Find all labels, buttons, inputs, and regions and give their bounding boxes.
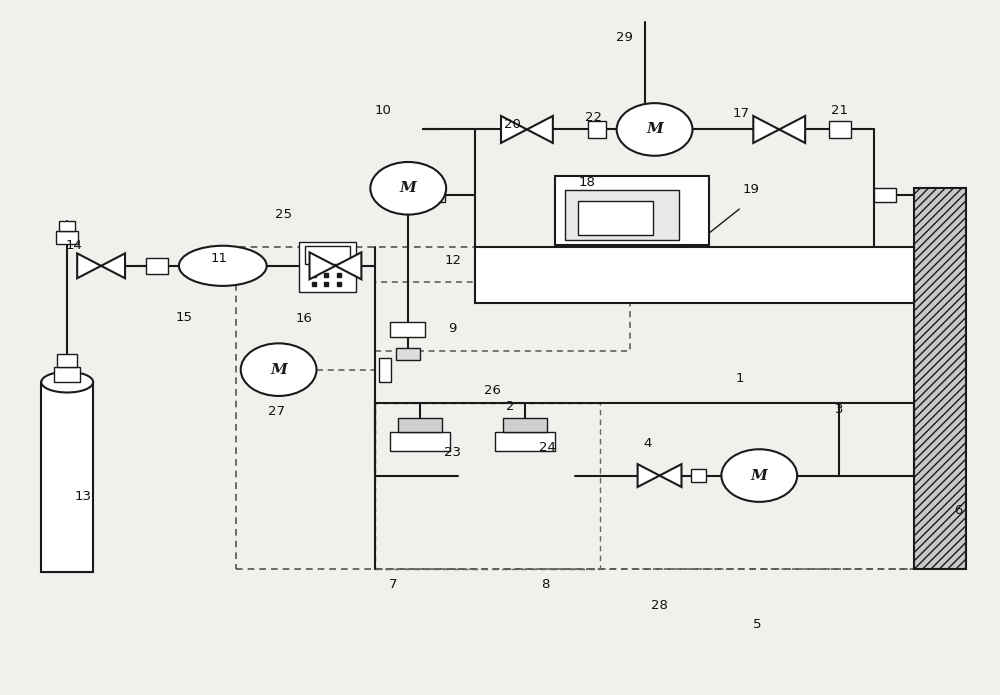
Text: 18: 18	[578, 177, 595, 189]
Polygon shape	[101, 254, 125, 278]
Text: 28: 28	[651, 598, 668, 612]
Bar	[398, 418, 442, 432]
Bar	[874, 188, 896, 202]
Text: 7: 7	[389, 578, 398, 591]
Text: 6: 6	[955, 504, 963, 516]
Circle shape	[241, 343, 317, 396]
Bar	[390, 322, 425, 337]
Circle shape	[617, 103, 692, 156]
Text: 3: 3	[835, 403, 843, 416]
Bar	[379, 358, 391, 382]
Bar	[565, 190, 679, 240]
Bar	[236, 247, 914, 569]
Bar	[495, 432, 555, 451]
Text: 29: 29	[616, 31, 633, 44]
Text: 12: 12	[445, 254, 462, 268]
Polygon shape	[335, 252, 361, 279]
Bar	[54, 367, 80, 382]
Text: 22: 22	[585, 111, 602, 124]
Text: 24: 24	[539, 441, 556, 454]
Polygon shape	[638, 464, 660, 487]
Text: M: M	[646, 122, 663, 136]
Text: M: M	[270, 363, 287, 377]
Text: 15: 15	[175, 311, 192, 325]
Bar	[578, 202, 653, 235]
Text: 26: 26	[484, 384, 500, 397]
Text: 19: 19	[743, 183, 760, 196]
Bar	[914, 188, 966, 569]
Polygon shape	[77, 254, 101, 278]
Text: 11: 11	[210, 252, 227, 265]
Bar	[503, 418, 547, 432]
Text: 4: 4	[643, 436, 652, 450]
Bar	[396, 348, 420, 360]
Polygon shape	[660, 464, 681, 487]
Bar	[555, 176, 709, 245]
Bar	[41, 382, 93, 573]
Bar	[375, 281, 630, 351]
Text: 13: 13	[75, 490, 92, 502]
Bar	[59, 221, 75, 231]
Bar	[305, 247, 350, 264]
Text: M: M	[751, 468, 768, 482]
Text: 25: 25	[275, 208, 292, 221]
Text: 1: 1	[735, 372, 744, 385]
Bar	[299, 243, 356, 292]
Circle shape	[370, 162, 446, 215]
Bar	[57, 354, 77, 367]
Text: 21: 21	[831, 104, 848, 117]
Text: 17: 17	[733, 107, 750, 120]
Bar	[146, 258, 168, 274]
Polygon shape	[501, 116, 527, 143]
Polygon shape	[779, 116, 805, 143]
Text: 8: 8	[541, 578, 549, 591]
Text: 9: 9	[448, 322, 456, 334]
Ellipse shape	[41, 372, 93, 393]
Polygon shape	[753, 116, 779, 143]
Circle shape	[721, 449, 797, 502]
Text: M: M	[400, 181, 417, 195]
Text: 23: 23	[444, 446, 461, 459]
Bar	[423, 188, 445, 202]
Polygon shape	[310, 252, 335, 279]
Text: 27: 27	[268, 404, 285, 418]
Bar	[375, 403, 600, 569]
Text: 16: 16	[295, 312, 312, 325]
Bar	[475, 247, 914, 302]
Bar	[390, 432, 450, 451]
Bar	[56, 231, 78, 244]
Ellipse shape	[179, 246, 267, 286]
Text: 10: 10	[375, 104, 392, 117]
Bar	[691, 468, 706, 482]
Bar	[588, 121, 606, 138]
Bar	[829, 121, 851, 138]
Text: 20: 20	[504, 118, 520, 131]
Bar	[375, 403, 914, 569]
Text: 2: 2	[506, 400, 514, 413]
Polygon shape	[527, 116, 553, 143]
Text: 5: 5	[753, 618, 762, 631]
Text: 14: 14	[66, 238, 83, 252]
